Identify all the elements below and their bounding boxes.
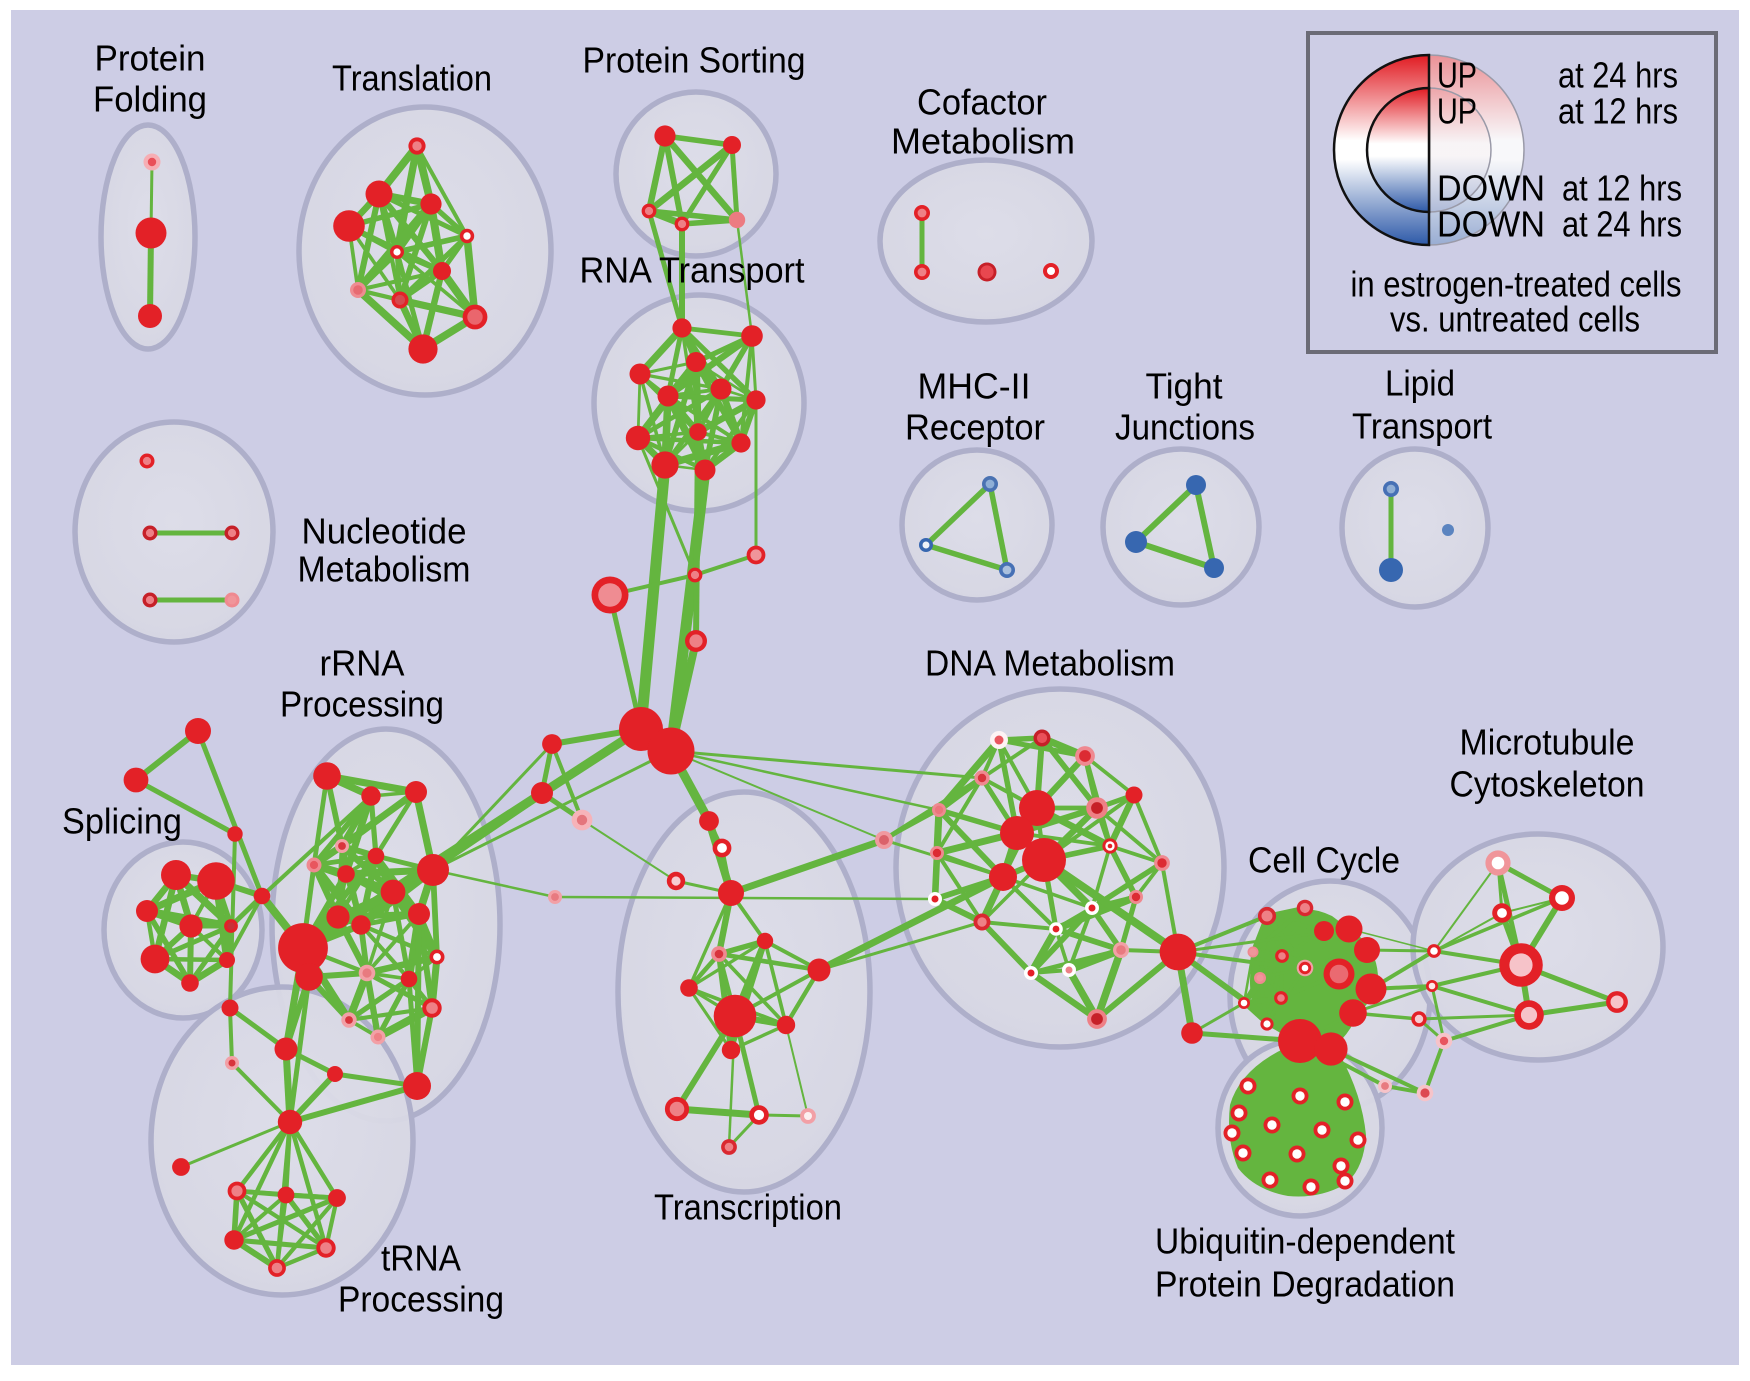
svg-text:Cell Cycle: Cell Cycle (1248, 840, 1400, 881)
svg-text:Cytoskeleton: Cytoskeleton (1450, 764, 1645, 805)
svg-text:Processing: Processing (280, 684, 444, 725)
svg-text:Microtubule: Microtubule (1460, 722, 1635, 763)
svg-text:Transport: Transport (1352, 406, 1492, 447)
svg-text:Protein: Protein (95, 38, 206, 79)
svg-text:Translation: Translation (332, 58, 492, 99)
svg-text:UP: UP (1437, 55, 1477, 96)
svg-text:MHC-II: MHC-II (918, 366, 1031, 407)
svg-text:tRNA: tRNA (381, 1238, 461, 1279)
svg-text:at 12 hrs: at 12 hrs (1562, 168, 1682, 209)
svg-text:Protein Degradation: Protein Degradation (1155, 1264, 1455, 1305)
svg-text:Protein Sorting: Protein Sorting (583, 40, 806, 81)
svg-text:DOWN: DOWN (1437, 168, 1545, 209)
svg-text:Splicing: Splicing (62, 801, 182, 842)
svg-text:Ubiquitin-dependent: Ubiquitin-dependent (1155, 1221, 1455, 1262)
svg-text:Cofactor: Cofactor (917, 82, 1047, 123)
svg-text:Processing: Processing (338, 1279, 504, 1320)
svg-text:DNA Metabolism: DNA Metabolism (925, 643, 1175, 684)
svg-text:Folding: Folding (93, 79, 207, 120)
svg-text:DOWN: DOWN (1437, 204, 1545, 245)
svg-text:UP: UP (1437, 91, 1477, 132)
svg-text:Transcription: Transcription (654, 1187, 842, 1228)
svg-text:rRNA: rRNA (320, 643, 405, 684)
svg-text:RNA Transport: RNA Transport (580, 250, 805, 291)
svg-text:vs. untreated cells: vs. untreated cells (1390, 299, 1640, 340)
svg-text:Lipid: Lipid (1385, 363, 1455, 404)
svg-text:Nucleotide: Nucleotide (302, 511, 467, 552)
svg-text:Receptor: Receptor (905, 407, 1045, 448)
svg-text:Metabolism: Metabolism (298, 549, 471, 590)
svg-text:at 24 hrs: at 24 hrs (1562, 204, 1682, 245)
svg-text:Junctions: Junctions (1115, 407, 1255, 448)
svg-text:at 24 hrs: at 24 hrs (1558, 55, 1678, 96)
svg-text:Metabolism: Metabolism (891, 121, 1075, 162)
svg-text:in estrogen-treated cells: in estrogen-treated cells (1351, 264, 1682, 305)
svg-text:at 12 hrs: at 12 hrs (1558, 91, 1678, 132)
svg-text:Tight: Tight (1146, 366, 1223, 407)
